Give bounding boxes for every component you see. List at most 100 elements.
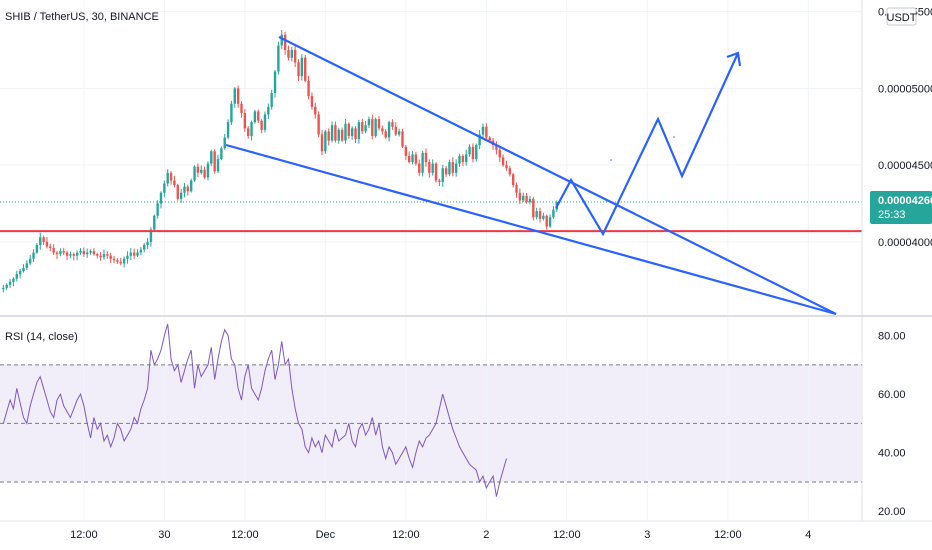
candle — [136, 249, 139, 258]
candle — [52, 244, 55, 255]
candle — [119, 257, 122, 266]
price-axis[interactable]: 0.000055000.000050000.000045000.00004000… — [861, 0, 932, 521]
candle — [240, 101, 243, 118]
candle — [287, 45, 290, 61]
projected-path[interactable] — [555, 52, 740, 237]
price-tick-label: 0.00005000 — [878, 83, 932, 95]
price-pane[interactable]: SHIB / TetherUS, 30, BINANCE — [0, 0, 862, 316]
candle — [297, 59, 300, 82]
candle — [451, 157, 455, 177]
candle — [525, 192, 528, 204]
candle — [501, 154, 505, 167]
last-price-value: 0.00004260 — [878, 195, 932, 207]
candle — [267, 103, 270, 120]
rsi-axis-ticks: 80.00 60.00 40.00 20.00 — [878, 331, 906, 519]
candle — [45, 237, 49, 249]
candle — [357, 119, 361, 144]
price-tick-label: 0.00004000 — [878, 237, 932, 249]
candle — [337, 127, 340, 144]
candle — [381, 125, 384, 135]
candle — [391, 119, 394, 131]
candle — [434, 162, 438, 183]
candle — [424, 148, 428, 167]
candle — [448, 159, 451, 177]
candle — [498, 146, 501, 162]
candle — [89, 249, 92, 255]
candle — [545, 214, 548, 230]
candle — [384, 128, 387, 139]
candle — [404, 145, 408, 160]
time-tick-label: 3 — [644, 529, 650, 541]
candle — [153, 214, 156, 233]
candle — [250, 120, 253, 141]
candle — [179, 188, 183, 203]
time-axis[interactable]: 12:00 30 12:00 Dec 12:00 2 12:00 3 12:00 4 — [0, 520, 932, 541]
candle — [196, 163, 200, 178]
candle — [327, 128, 330, 146]
candle — [126, 251, 129, 264]
candle — [475, 143, 478, 162]
rsi-pane[interactable]: RSI (14, close) 80.00 60.00 40.00 20.00 — [0, 318, 906, 520]
candle — [444, 165, 448, 177]
time-tick-label: 2 — [483, 529, 489, 541]
time-tick-label: 30 — [158, 529, 170, 541]
candle — [75, 250, 79, 261]
candle — [62, 247, 65, 256]
candle — [481, 123, 485, 138]
candle — [461, 154, 465, 166]
chart-title: SHIB / TetherUS, 30, BINANCE — [5, 11, 159, 23]
candle — [367, 116, 371, 129]
candle — [552, 206, 555, 219]
drawing-dot — [610, 159, 612, 161]
candle — [243, 109, 247, 132]
candle — [283, 31, 287, 55]
upper-trendline[interactable] — [278, 36, 837, 315]
candle — [109, 252, 112, 264]
candle — [35, 243, 39, 255]
rsi-vertical-grid — [83, 318, 809, 520]
candle — [216, 154, 220, 174]
candle — [273, 69, 277, 98]
rsi-levels — [0, 364, 862, 483]
candle — [176, 183, 179, 201]
candle — [361, 118, 364, 135]
candle — [193, 165, 196, 182]
projected-arrowhead[interactable] — [726, 51, 742, 67]
candle — [116, 258, 119, 264]
candle — [428, 159, 431, 178]
candle — [401, 128, 404, 149]
candle — [186, 184, 190, 196]
time-tick-label: Dec — [316, 529, 336, 541]
trendline-drawings[interactable] — [225, 36, 837, 316]
countdown-timer: 25:33 — [878, 209, 906, 221]
rsi-label: RSI (14, close) — [5, 331, 78, 343]
candle — [18, 268, 22, 279]
lower-trendline[interactable] — [225, 143, 837, 316]
candle — [96, 252, 99, 259]
candle — [210, 149, 213, 167]
candle — [344, 118, 347, 144]
candle — [522, 192, 525, 202]
time-tick-label: 12:00 — [553, 529, 581, 541]
candle — [143, 242, 146, 253]
candle — [236, 85, 240, 108]
candle — [55, 250, 59, 260]
candle — [200, 165, 203, 175]
candle — [454, 159, 458, 177]
candle — [421, 150, 424, 177]
candle — [293, 45, 297, 67]
candle — [548, 214, 552, 228]
candle — [300, 54, 304, 81]
candle — [350, 126, 354, 140]
candle — [233, 87, 236, 108]
currency-button[interactable]: USDT — [886, 7, 917, 26]
candle — [220, 146, 223, 161]
candle — [518, 188, 522, 204]
candle — [508, 166, 512, 177]
candle — [82, 247, 86, 257]
candle — [377, 116, 381, 131]
candle — [290, 46, 294, 62]
time-tick-label: 12:00 — [231, 529, 259, 541]
candle — [465, 149, 468, 166]
